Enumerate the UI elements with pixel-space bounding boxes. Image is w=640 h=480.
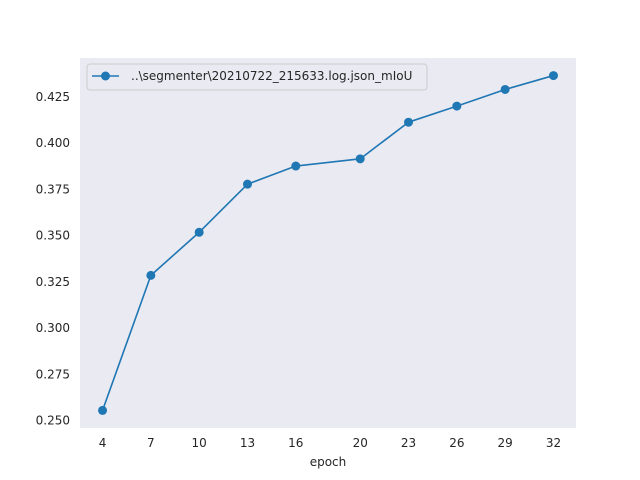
y-tick-label: 0.250: [36, 414, 70, 428]
x-tick-label: 23: [401, 436, 416, 450]
data-point: [98, 405, 108, 415]
data-point: [194, 227, 204, 237]
y-tick-label: 0.375: [36, 182, 70, 196]
data-point: [291, 161, 301, 171]
data-point: [500, 84, 510, 94]
plot-area: [80, 58, 576, 428]
x-tick-label: 32: [546, 436, 561, 450]
y-tick-label: 0.425: [36, 90, 70, 104]
x-axis: 4 7 10 13 16 20 23 26 29 32: [99, 436, 561, 450]
x-tick-label: 10: [192, 436, 207, 450]
y-tick-label: 0.400: [36, 136, 70, 150]
x-tick-label: 16: [288, 436, 303, 450]
legend-box: [86, 63, 428, 91]
x-tick-label: 7: [147, 436, 155, 450]
y-tick-label: 0.325: [36, 275, 70, 289]
legend-label: ..\segmenter\20210722_215633.log.json_mI…: [131, 69, 412, 83]
series-layer: [98, 71, 558, 415]
series-line: [101, 74, 555, 412]
y-tick-label: 0.275: [36, 367, 70, 381]
x-tick-label: 26: [449, 436, 464, 450]
y-axis: 0.250 0.275 0.300 0.325 0.350 0.375 0.400 0.425: [36, 90, 70, 428]
data-point: [242, 179, 252, 189]
legend-marker: [101, 71, 110, 81]
x-tick-label: 20: [353, 436, 368, 450]
x-axis-label: epoch: [310, 455, 347, 469]
data-point: [548, 71, 558, 81]
data-point: [355, 154, 365, 164]
y-tick-label: 0.300: [36, 321, 70, 335]
x-tick-label: 13: [240, 436, 255, 450]
y-tick-label: 0.350: [36, 229, 70, 243]
data-point: [146, 270, 156, 280]
x-tick-label: 29: [498, 436, 513, 450]
data-point: [404, 117, 414, 127]
x-tick-label: 4: [99, 436, 107, 450]
legend: ..\segmenter\20210722_215633.log.json_mI…: [86, 63, 428, 91]
data-point: [452, 101, 462, 111]
